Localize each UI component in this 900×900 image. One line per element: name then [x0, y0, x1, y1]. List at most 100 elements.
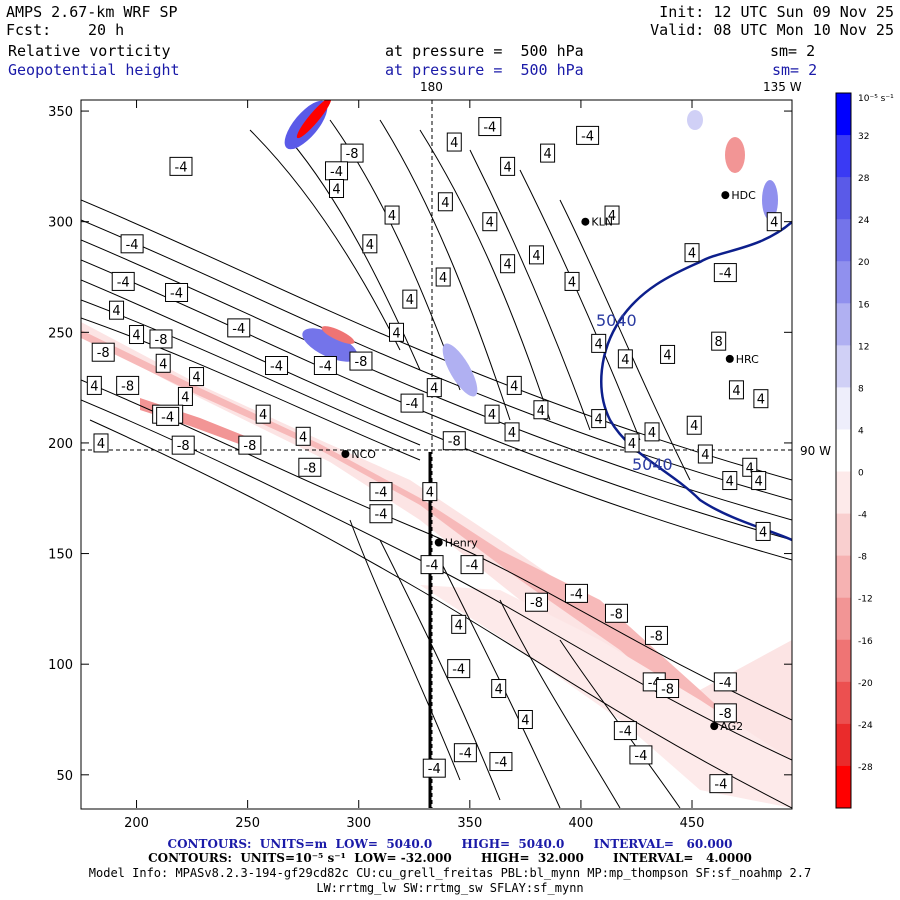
station-label: HRC	[736, 353, 759, 366]
contour-label: 4	[759, 525, 767, 540]
contour-label-box	[265, 356, 289, 375]
station-dot	[710, 722, 719, 731]
contour-label-box	[591, 333, 607, 353]
contour-label-box	[442, 431, 466, 451]
colorbar-tick-label: 4	[858, 426, 864, 436]
colorbar-segment	[836, 765, 851, 809]
contour-label-box	[93, 433, 109, 453]
contour-label: 8	[715, 335, 723, 350]
colorbar-tick-label: 20	[858, 258, 870, 268]
colorbar-tick-label: -16	[858, 637, 873, 647]
colorbar-segment	[836, 429, 851, 473]
x-tick-label: 450	[680, 816, 705, 831]
x-tick-label: 300	[346, 816, 371, 831]
contour-label-box	[484, 404, 500, 424]
contour-label-box	[402, 289, 418, 309]
contour-label-box	[713, 263, 737, 283]
contour-label-box	[728, 380, 744, 400]
contour-label-box	[177, 386, 193, 406]
contour-label-box	[524, 592, 548, 612]
contour-label-box	[755, 521, 771, 541]
station-label: NCO	[351, 448, 376, 461]
contour-label-box	[540, 143, 556, 163]
station-label: HDC	[731, 189, 756, 202]
contour-label: -4	[374, 486, 387, 501]
init-time: Init: 12 UTC Sun 09 Nov 25	[659, 3, 894, 21]
contour-label: 4	[746, 461, 754, 476]
contour-label-box	[644, 625, 668, 645]
contour-label: -4	[581, 129, 594, 144]
vorticity-blob	[296, 100, 332, 139]
contour-label: 4	[388, 209, 396, 224]
contour-label-box	[517, 710, 533, 729]
colorbar-segment	[836, 387, 851, 430]
contour-label-box	[660, 344, 676, 364]
model-title: AMPS 2.67-km WRF SP	[6, 3, 178, 21]
contour-label: -4	[714, 778, 727, 793]
contour-label-box	[564, 583, 588, 603]
contour-label: -8	[177, 439, 190, 454]
colorbar-segment	[836, 471, 851, 515]
forecast-label: Fcst:	[6, 21, 52, 39]
contour-label-box	[500, 156, 516, 176]
contour-label: -4	[619, 725, 632, 740]
vorticity-blob	[321, 326, 355, 344]
contour-label: -4	[270, 360, 283, 375]
contour-label-box	[156, 406, 180, 426]
contour-label: 4	[508, 426, 516, 441]
contour-label: 4	[112, 304, 120, 319]
contour-label-box	[329, 179, 345, 198]
contour-label: 4	[450, 136, 458, 151]
contour-label-box	[753, 389, 769, 409]
contour-label-box	[109, 300, 125, 320]
colorbar-segment	[836, 555, 851, 599]
colorbar-unit: 10⁻⁵ s⁻¹	[858, 94, 894, 104]
vorticity-blob	[302, 328, 358, 362]
contour-label: 4	[441, 196, 449, 211]
contour-label-box	[489, 752, 513, 772]
contour-label: -8	[650, 629, 663, 644]
y-tick-label: 200	[48, 437, 73, 452]
contour-label: 4	[259, 408, 267, 423]
contour-label: -4	[459, 747, 472, 762]
contour-label: 4	[595, 337, 603, 352]
contour-label: -8	[121, 379, 134, 394]
contour-label-box	[766, 212, 782, 232]
contour-label: -8	[661, 683, 674, 698]
contour-label-box	[604, 603, 628, 623]
colorbar-segment	[836, 513, 851, 557]
forecast-value: 20 h	[88, 21, 125, 39]
contour-label-box	[617, 349, 633, 369]
plot-frame	[80, 99, 793, 810]
contour-label-box	[629, 745, 653, 765]
colorbar-tick-label: -12	[858, 595, 873, 605]
contour-label-box	[171, 435, 195, 455]
height-label-5040-a: 5040	[596, 311, 637, 330]
station-label: Henry	[445, 537, 479, 550]
x-tick-label: 250	[235, 816, 260, 831]
contour-label: -4	[634, 749, 647, 764]
contour-label: -4	[170, 286, 183, 301]
contour-label-box	[711, 331, 727, 351]
contour-label: -4	[570, 587, 583, 602]
contour-label-box	[684, 243, 700, 263]
contour-label: -8	[354, 355, 367, 370]
contour-label-box	[576, 125, 600, 145]
contour-label-box	[295, 426, 311, 446]
contour-label: 4	[455, 618, 463, 633]
lon-label-180: 180	[420, 80, 443, 94]
contour-label-box	[713, 703, 737, 723]
colorbar-tick-label: 12	[858, 342, 869, 352]
contour-label: 4	[521, 714, 529, 729]
contour-label-box	[506, 375, 522, 395]
contour-label: 4	[332, 183, 340, 198]
contour-label: 4	[406, 293, 414, 308]
contour-label-box	[447, 659, 471, 679]
contour-label-box	[751, 471, 767, 491]
contour-label: -8	[97, 346, 110, 361]
contour-label: -4	[719, 676, 732, 691]
field1-name: Relative vorticity	[8, 42, 171, 60]
contour-label: 4	[757, 393, 765, 408]
y-tick-label: 350	[48, 105, 73, 120]
